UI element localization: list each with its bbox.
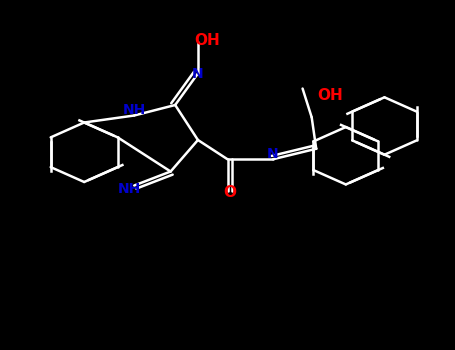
Text: OH: OH	[317, 88, 343, 103]
Text: NH: NH	[118, 182, 142, 196]
Text: N: N	[267, 147, 279, 161]
Text: NH: NH	[122, 103, 146, 117]
Text: OH: OH	[194, 33, 220, 48]
Text: O: O	[223, 185, 236, 200]
Text: N: N	[192, 66, 204, 80]
